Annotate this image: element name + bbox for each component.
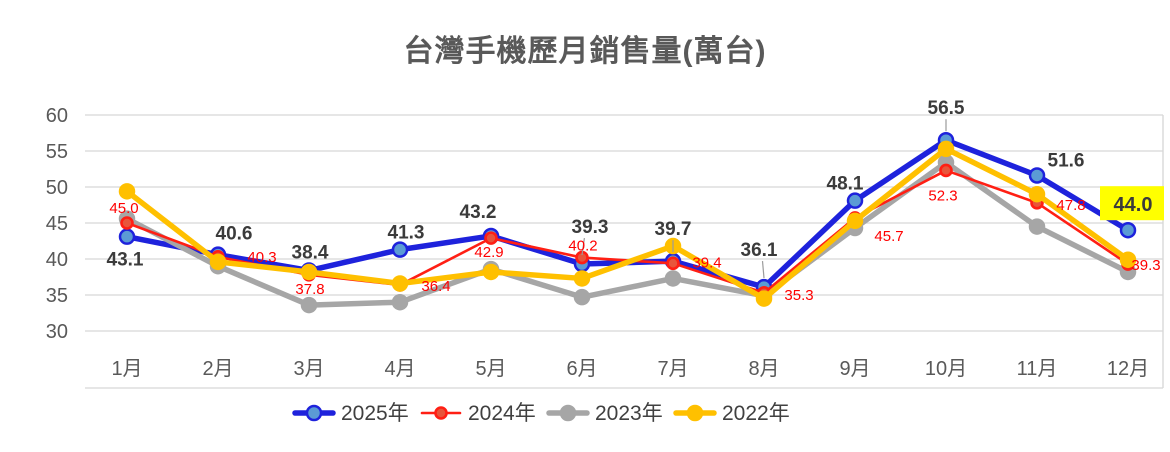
x-axis-tick-label: 1月 [111, 358, 142, 380]
legend-item-2022年[interactable]: 2022年 [673, 402, 790, 425]
data-label-2025年-1月: 43.1 [107, 250, 144, 271]
x-axis-tick-label: 8月 [748, 358, 779, 380]
data-label-2024年-4月: 36.4 [421, 278, 450, 295]
data-label-2024年-8月: 35.3 [784, 287, 813, 304]
x-axis-tick-label: 4月 [384, 358, 415, 380]
data-point-2024年-10月[interactable] [939, 163, 953, 178]
data-point-2023年-4月[interactable] [391, 293, 409, 311]
data-point-2023年-11月[interactable] [1028, 218, 1046, 235]
data-label-2024年-6月: 40.2 [568, 238, 597, 255]
y-axis-tick-label: 50 [46, 177, 68, 199]
data-label-2024年-12月: 39.3 [1131, 257, 1160, 274]
data-point-2022年-1月[interactable] [118, 183, 136, 200]
data-point-2025年-9月[interactable] [846, 192, 864, 209]
data-point-2022年-10月[interactable] [937, 140, 955, 158]
x-axis-tick-label: 2月 [202, 358, 233, 380]
data-label-2025年-4月: 41.3 [388, 223, 425, 244]
series-line-2024年[interactable] [125, 169, 1130, 295]
y-axis-tick-label: 30 [46, 321, 68, 343]
legend-item-2024年[interactable]: 2024年 [420, 402, 536, 425]
series-line-2022年[interactable] [124, 146, 1131, 302]
data-point-2022年-3月[interactable] [300, 263, 318, 281]
data-label-2025年-5月: 43.2 [460, 202, 497, 223]
data-label-2025年-7月: 39.7 [655, 219, 692, 240]
data-point-2024年-1月[interactable] [120, 216, 134, 230]
data-label-2025年-9月: 48.1 [827, 174, 864, 195]
data-label-2024年-9月: 45.7 [874, 228, 903, 245]
legend-swatch-marker [305, 404, 323, 422]
x-axis-tick-label: 11月 [1017, 358, 1058, 380]
data-label-2024年-5月: 42.9 [474, 244, 503, 261]
legend-item-2023年[interactable]: 2023年 [546, 402, 663, 425]
data-point-2022年-11月[interactable] [1028, 185, 1046, 203]
legend-swatch-marker [686, 404, 704, 422]
data-label-2025年-10月: 56.5 [928, 98, 965, 119]
data-point-2023年-3月[interactable] [300, 296, 318, 314]
x-axis-tick-label: 10月 [925, 358, 967, 380]
data-point-2024年-7月[interactable] [666, 256, 680, 271]
data-point-2025年-11月[interactable] [1028, 167, 1046, 184]
data-point-2023年-6月[interactable] [573, 288, 591, 306]
data-label-2025年-3月: 38.4 [292, 243, 329, 264]
y-axis-tick-label: 40 [46, 249, 68, 271]
data-label-2024年-2月: 40.3 [247, 249, 276, 266]
data-label-2025年-8月: 36.1 [741, 240, 778, 261]
x-axis-tick-label: 7月 [657, 358, 688, 380]
highlight-box [1100, 186, 1164, 221]
data-point-2022年-6月[interactable] [573, 270, 591, 287]
legend-label: 2024年 [468, 402, 536, 425]
data-label-2025年-2月: 40.6 [216, 224, 253, 245]
y-axis-tick-label: 55 [46, 141, 68, 163]
data-point-2022年-12月[interactable] [1119, 251, 1137, 268]
data-point-2022年-8月[interactable] [755, 290, 773, 307]
data-label-2024年-10月: 52.3 [928, 187, 957, 204]
legend-label: 2025年 [341, 402, 409, 425]
data-point-2022年-5月[interactable] [482, 263, 500, 281]
y-axis-tick-label: 45 [46, 213, 68, 235]
data-label-2024年-7月: 39.4 [692, 254, 721, 271]
data-point-2022年-2月[interactable] [209, 253, 227, 271]
x-axis-tick-label: 9月 [839, 358, 870, 380]
data-label-2025年-6月: 39.3 [572, 217, 609, 238]
data-label-2025年-11月: 51.6 [1048, 150, 1085, 171]
chart-title: 台灣手機歷月銷售量(萬台) [403, 35, 767, 68]
x-axis-tick-label: 3月 [293, 358, 324, 380]
data-point-2024年-5月[interactable] [484, 231, 498, 245]
legend-label: 2023年 [595, 402, 663, 425]
label-leader-line [761, 261, 765, 279]
data-point-2022年-9月[interactable] [846, 212, 864, 230]
data-label-2025年-12月: 44.0 [1114, 194, 1153, 216]
legend-swatch-marker [559, 404, 577, 422]
legend-label: 2022年 [722, 402, 790, 425]
data-point-2025年-1月[interactable] [118, 228, 136, 245]
x-axis-tick-label: 12月 [1107, 358, 1149, 380]
y-axis-tick-label: 35 [46, 285, 68, 307]
data-label-2024年-3月: 37.8 [295, 281, 324, 298]
legend-swatch-marker [434, 406, 448, 420]
data-point-2022年-4月[interactable] [391, 275, 409, 292]
x-axis-tick-label: 5月 [475, 358, 506, 380]
data-point-2025年-4月[interactable] [391, 241, 409, 258]
data-point-2025年-12月[interactable] [1119, 221, 1137, 239]
x-axis-tick-label: 6月 [566, 358, 597, 380]
label-leader-line [581, 237, 585, 256]
legend-item-2025年[interactable]: 2025年 [292, 402, 409, 425]
y-axis-tick-label: 60 [46, 105, 68, 127]
data-label-2024年-11月: 47.8 [1056, 197, 1085, 214]
data-point-2023年-7月[interactable] [664, 270, 682, 287]
series-line-2023年[interactable] [124, 159, 1131, 308]
data-label-2024年-1月: 45.0 [109, 200, 138, 217]
